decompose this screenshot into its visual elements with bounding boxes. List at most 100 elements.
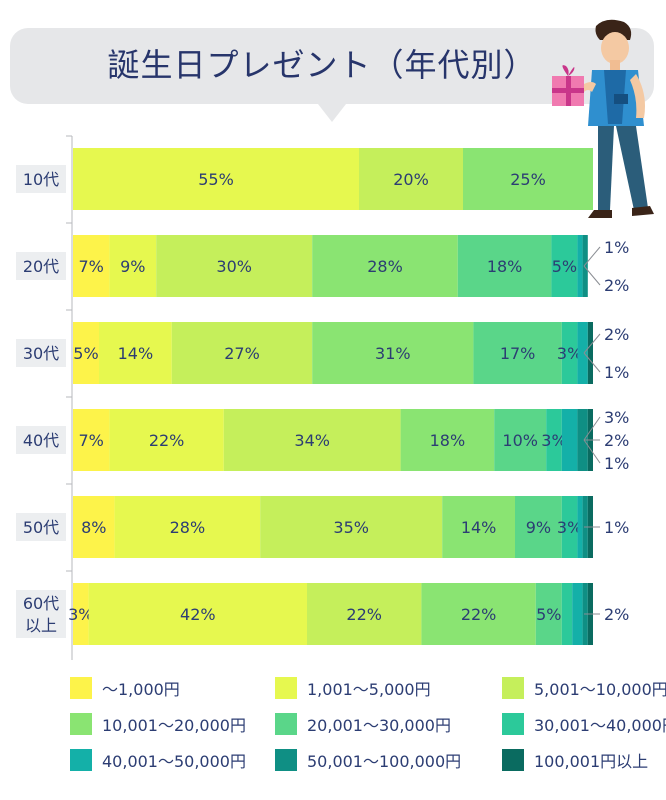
leader-line (583, 416, 601, 441)
bar-segment (73, 583, 89, 645)
legend-swatch (275, 749, 297, 771)
bar-segment (73, 322, 99, 384)
stacked-bar-chart: 10代 55% 20% 25% 20代 7% 9% 30% 28% 18% 5% 1% 2% 30代 5% 1… (16, 135, 629, 660)
data-label: 9% (526, 518, 551, 537)
legend-item: 50,001～100,000円 (275, 748, 461, 772)
legend-label: 5,001～10,000円 (534, 680, 666, 699)
title-bubble (10, 28, 654, 104)
legend-label: 40,001～50,000円 (102, 752, 246, 771)
bar-segment (546, 409, 562, 471)
bar-segment (114, 496, 261, 558)
data-label: 7% (79, 431, 104, 450)
legend-swatch (502, 713, 524, 735)
chart-title: 誕生日プレゼント（年代別） (107, 46, 537, 84)
data-label: 34% (294, 431, 330, 450)
bar-segment (551, 235, 578, 297)
category-label: 60代 (23, 594, 59, 613)
legend-swatch (70, 677, 92, 699)
data-label: 31% (375, 344, 411, 363)
category-label: 20代 (23, 257, 59, 276)
bar-segment (156, 235, 313, 297)
outside-data-label: 1% (604, 518, 629, 537)
bar-segment (99, 322, 172, 384)
legend-item: 30,001～40,000円 (502, 712, 666, 736)
leader-line (583, 265, 601, 286)
data-label: 3% (557, 344, 582, 363)
data-label: 22% (149, 431, 185, 450)
legend-swatch (275, 713, 297, 735)
data-label: 14% (118, 344, 154, 363)
bar-segment (561, 496, 578, 558)
bar-segment (171, 322, 313, 384)
leader-line (583, 439, 601, 464)
bar-segment (587, 322, 593, 384)
bar-segment (260, 496, 443, 558)
bar-segment (577, 235, 583, 297)
bar-segment (109, 409, 224, 471)
bar-segment (561, 322, 578, 384)
legend-label: 30,001～40,000円 (534, 716, 666, 735)
bar-segment (463, 148, 593, 210)
bar-segment (577, 322, 588, 384)
category-label-box (16, 252, 66, 280)
bar-segment (223, 409, 401, 471)
data-label: 14% (461, 518, 497, 537)
bar-segment (312, 322, 474, 384)
leader-line (583, 352, 601, 373)
legend-swatch (70, 749, 92, 771)
outside-data-label: 2% (604, 325, 629, 344)
bar-segment (515, 496, 562, 558)
data-label: 22% (461, 605, 497, 624)
category-label-box (16, 339, 66, 367)
legend-swatch (502, 749, 524, 771)
data-label: 28% (367, 257, 403, 276)
data-label: 10% (502, 431, 538, 450)
bar-segment (400, 409, 495, 471)
legend-label: 20,001～30,000円 (307, 716, 451, 735)
category-label: 50代 (23, 518, 59, 537)
bar-segment (359, 148, 463, 210)
data-label: 22% (346, 605, 382, 624)
legend-swatch (70, 713, 92, 735)
category-label: 40代 (23, 431, 59, 450)
legend-item: 100,001円以上 (502, 748, 648, 772)
data-label: 42% (180, 605, 216, 624)
data-label: 30% (216, 257, 252, 276)
data-label: 7% (79, 257, 104, 276)
bar-segment (577, 409, 588, 471)
data-label: 55% (198, 170, 234, 189)
data-label: 17% (500, 344, 536, 363)
data-label: 28% (170, 518, 206, 537)
leader-line (583, 246, 601, 267)
legend: ～1,000円 1,001～5,000円 5,001～10,000円 10,001～2… (70, 676, 666, 786)
data-label: 25% (510, 170, 546, 189)
legend-item: 20,001～30,000円 (275, 712, 451, 736)
category-label: 30代 (23, 344, 59, 363)
data-label: 8% (81, 518, 106, 537)
legend-label: ～1,000円 (102, 680, 180, 699)
outside-data-label: 2% (604, 276, 629, 295)
legend-label: 10,001～20,000円 (102, 716, 246, 735)
bar-segment (109, 235, 157, 297)
bar-segment (582, 235, 588, 297)
data-label: 3% (557, 518, 582, 537)
category-label: 10代 (23, 170, 59, 189)
outside-data-label: 1% (604, 363, 629, 382)
legend-swatch (275, 677, 297, 699)
outside-data-label: 1% (604, 454, 629, 473)
category-label-box (16, 426, 66, 454)
legend-swatch (502, 677, 524, 699)
legend-item: ～1,000円 (70, 676, 180, 700)
bar-segment (561, 583, 573, 645)
category-label: 以上 (25, 616, 57, 635)
bar-segment (73, 235, 110, 297)
outside-data-label: 3% (604, 408, 629, 427)
legend-item: 5,001～10,000円 (502, 676, 666, 700)
data-label: 27% (224, 344, 260, 363)
title-bubble-tail (318, 104, 346, 122)
legend-label: 50,001～100,000円 (307, 752, 462, 771)
man-with-gift-illustration (552, 19, 654, 218)
data-label: 9% (120, 257, 145, 276)
bar-segment (457, 235, 552, 297)
category-label-box (16, 590, 66, 638)
